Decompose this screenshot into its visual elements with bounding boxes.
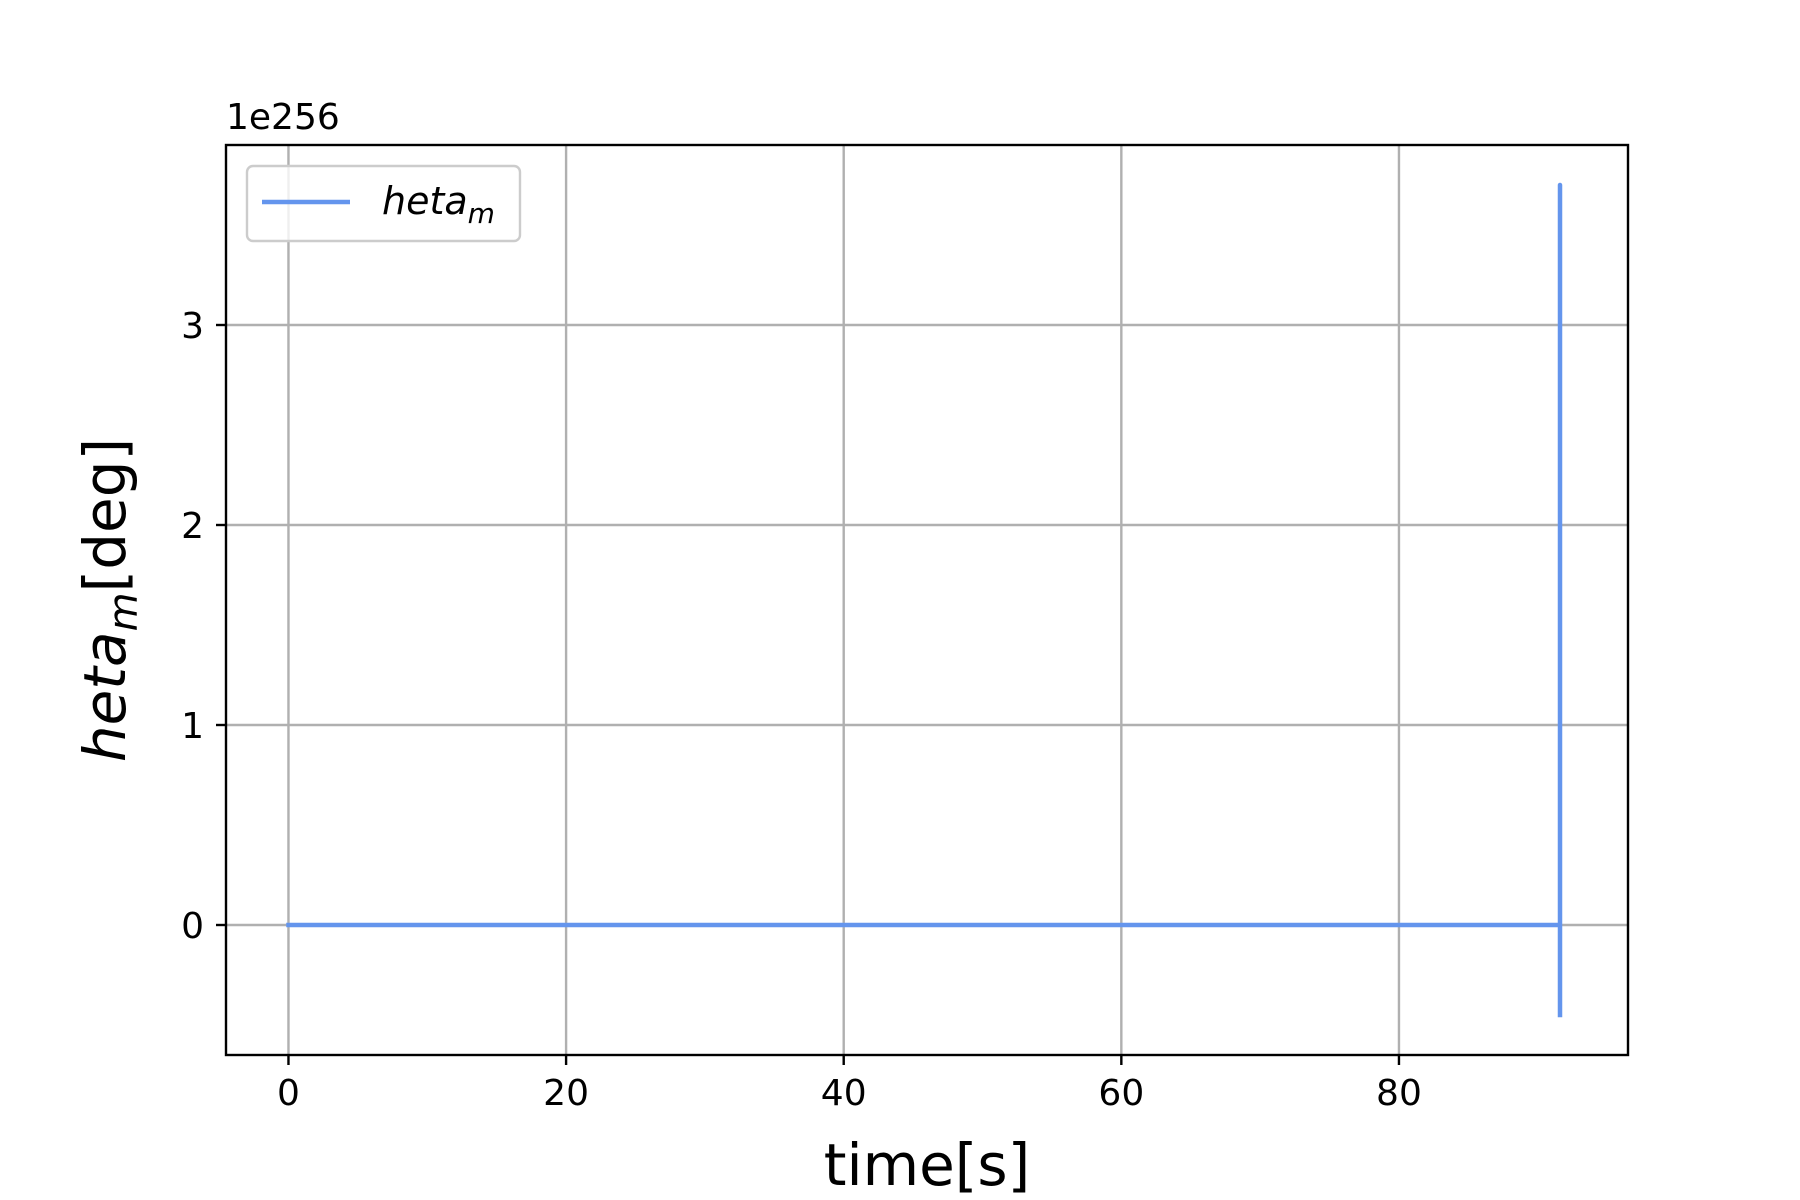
plot-frame: [224, 143, 1630, 1057]
y-tick-label: 2: [181, 506, 204, 547]
series-line: [286, 182, 1563, 1018]
legend-entry-sub: m: [468, 197, 495, 230]
x-tick-label: 80: [1376, 1073, 1422, 1114]
x-tick-label: 60: [1098, 1073, 1144, 1114]
x-axis-label: time[s]: [824, 1131, 1031, 1199]
y-tick-label: 3: [181, 306, 204, 347]
legend-entry-base: heta: [382, 179, 468, 223]
legend-entry-label: hetam: [382, 179, 495, 230]
x-tick-label: 0: [277, 1073, 300, 1114]
x-tick-label: 20: [543, 1073, 589, 1114]
ticks: 0 20 40 60 80 0 1 2 3: [181, 306, 1422, 1114]
y-tick-label: 1: [181, 706, 204, 747]
legend-box: [245, 164, 522, 243]
y-tick-label: 0: [181, 906, 204, 947]
series-layer: [286, 182, 1563, 1018]
y-axis-label-sub: m: [101, 592, 147, 631]
y-axis-label-unit: [deg]: [71, 438, 139, 593]
y-offset-label: 1e256: [226, 97, 340, 138]
y-axis-label-unit-text: [deg]: [71, 438, 139, 593]
y-axis-label: hetam[deg]: [71, 438, 147, 762]
y-axis-label-base: heta: [71, 631, 139, 762]
legend: hetam: [245, 164, 522, 243]
x-tick-label: 40: [821, 1073, 867, 1114]
